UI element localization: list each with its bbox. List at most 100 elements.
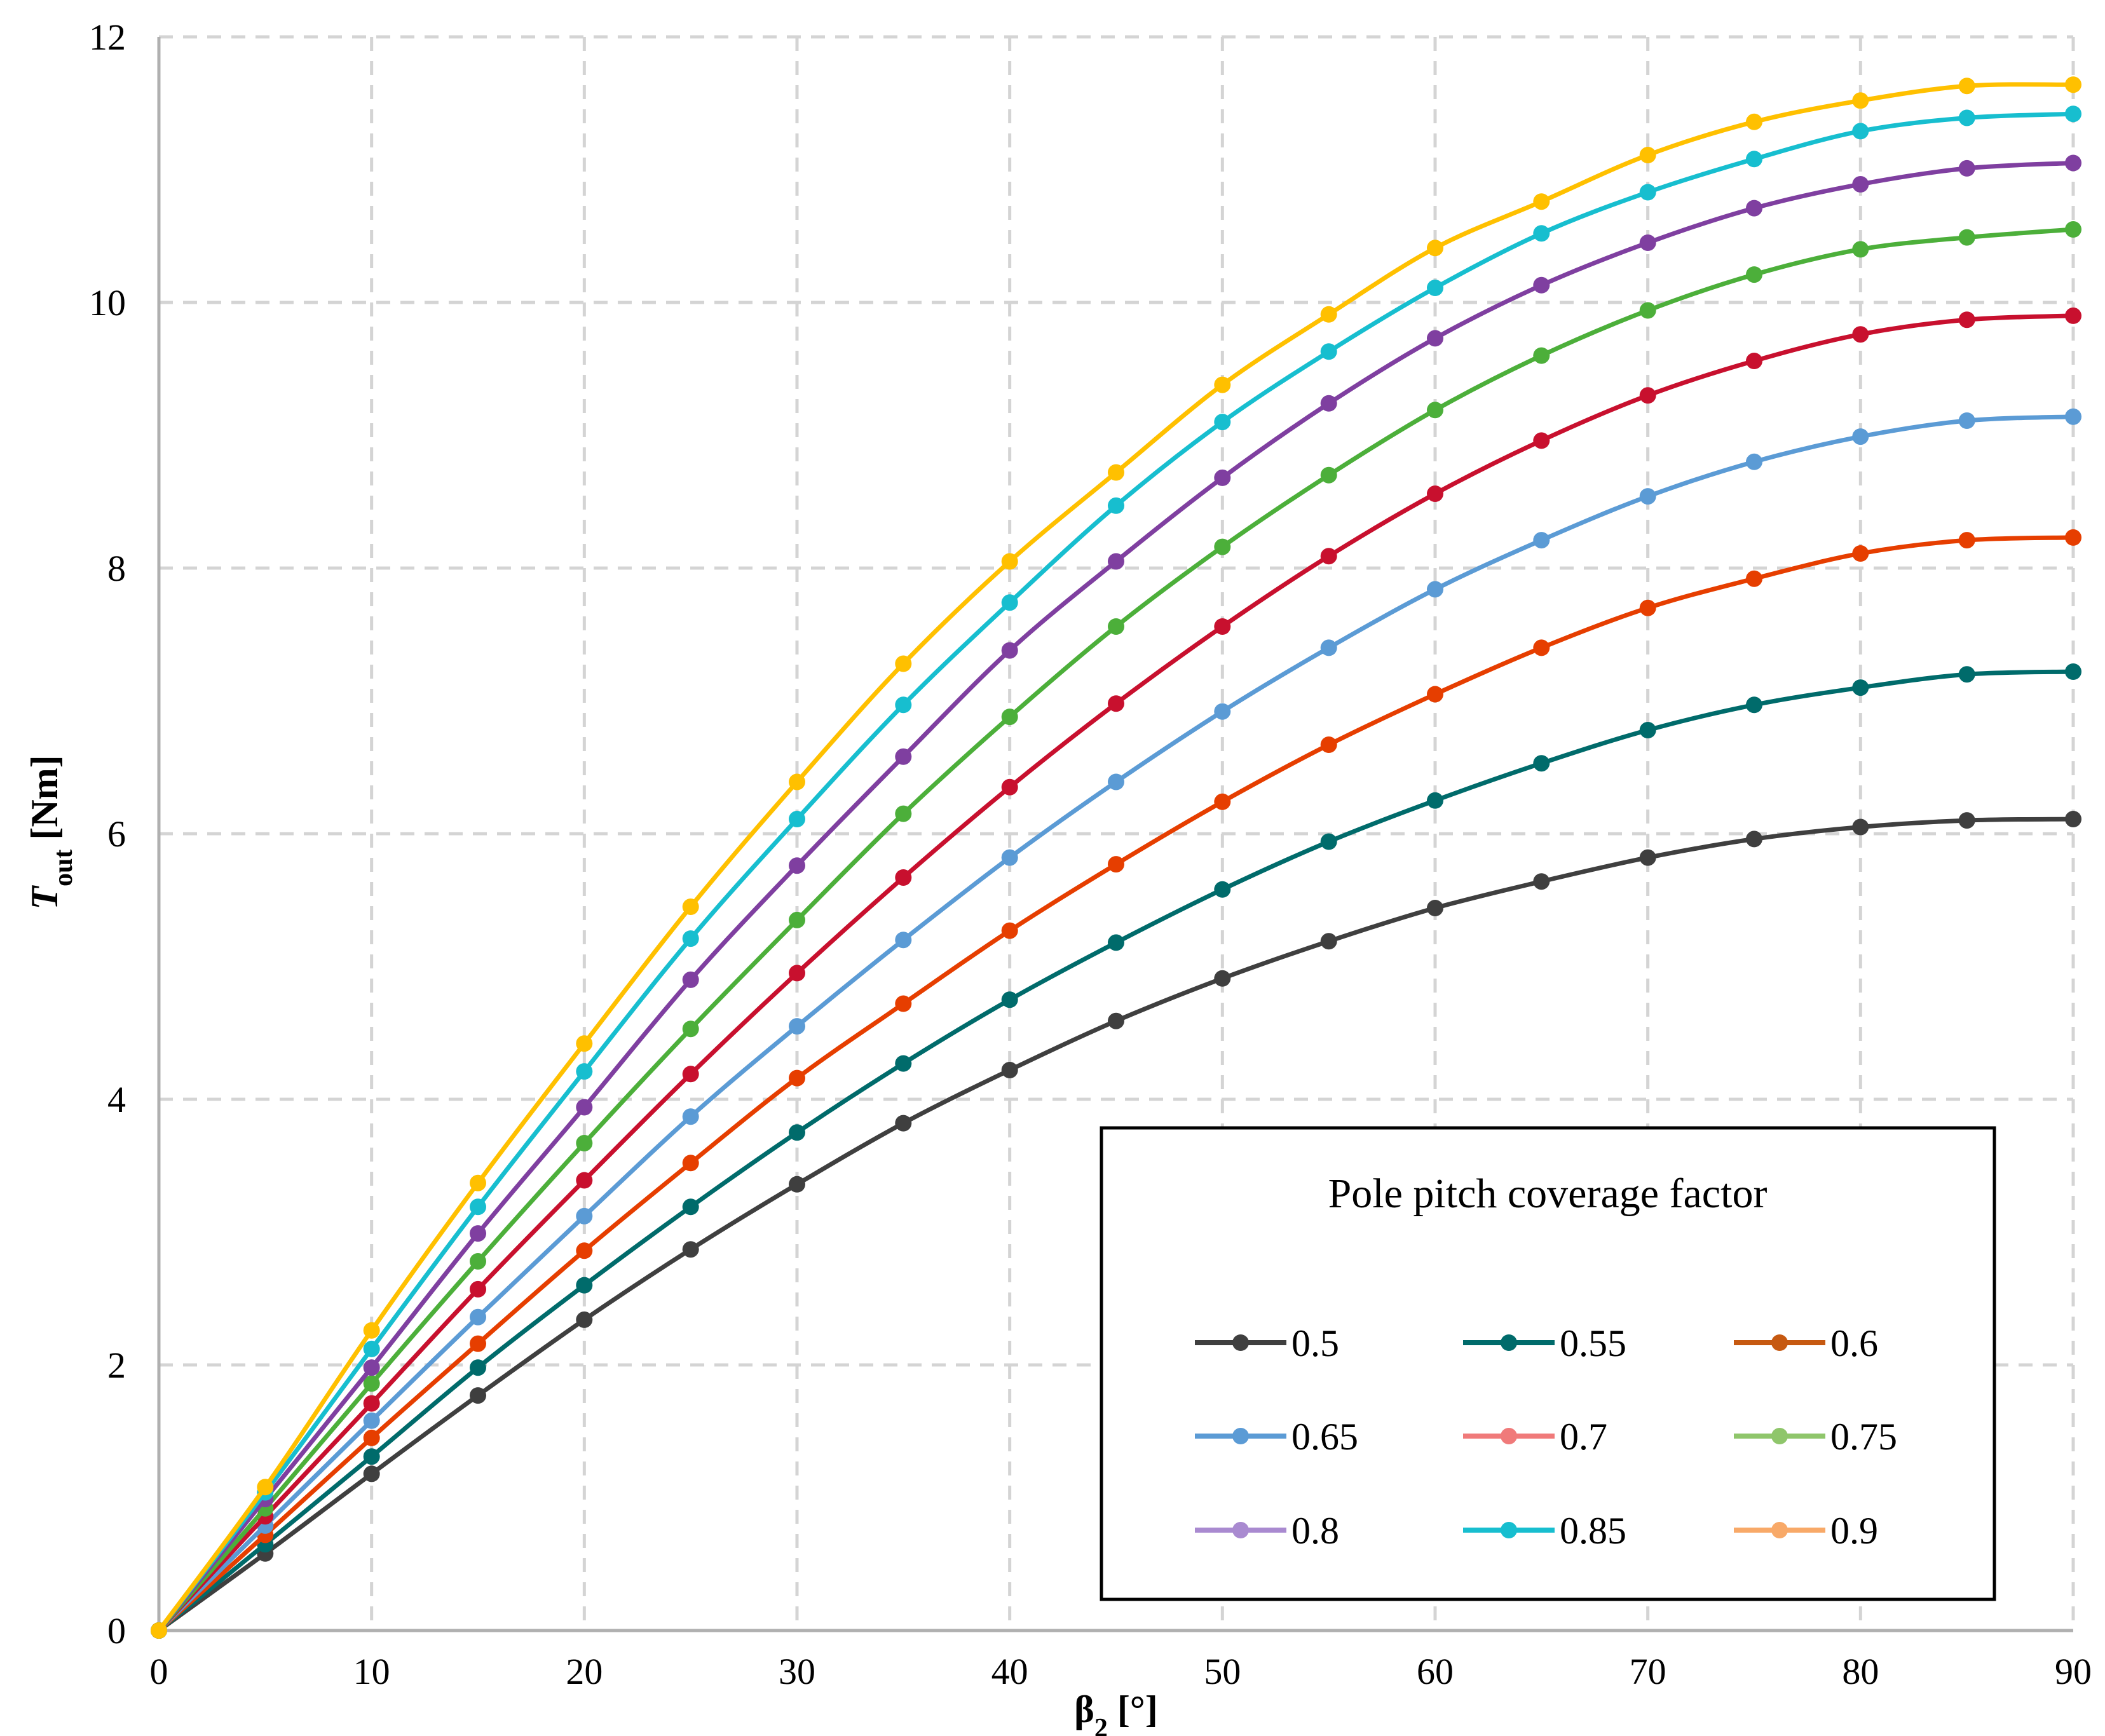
legend-item: 0.5 [1195, 1322, 1339, 1364]
data-point [1427, 402, 1443, 419]
data-point [1001, 642, 1018, 659]
data-point [1108, 934, 1124, 951]
data-point [1214, 793, 1231, 810]
x-tick-label: 70 [1630, 1651, 1666, 1692]
data-point [789, 1069, 805, 1087]
y-tick-label: 2 [107, 1345, 126, 1386]
data-point [1427, 280, 1443, 296]
data-point [1746, 113, 1762, 130]
data-point [576, 1242, 593, 1259]
data-point [576, 1277, 593, 1294]
data-point [1214, 703, 1231, 720]
data-point [1320, 466, 1337, 484]
data-point [895, 995, 912, 1012]
data-point [1427, 240, 1443, 257]
data-point [576, 1172, 593, 1189]
series-line [157, 817, 2074, 1632]
legend-title: Pole pitch coverage factor [1328, 1170, 1768, 1217]
data-point [470, 1280, 486, 1298]
series-0.8 [151, 154, 2081, 1639]
data-point [363, 1429, 380, 1446]
data-point [470, 1335, 486, 1352]
data-point [682, 1155, 699, 1172]
data-point [1108, 1012, 1124, 1029]
data-point [682, 1021, 699, 1038]
y-tick-label: 10 [89, 282, 126, 323]
data-point [1427, 686, 1443, 703]
data-point [1214, 469, 1231, 486]
data-point [470, 1308, 486, 1326]
data-point [1639, 599, 1656, 616]
data-point [1214, 538, 1231, 555]
legend-item: 0.65 [1195, 1416, 1358, 1458]
data-point [1108, 618, 1124, 635]
data-point [1852, 123, 1869, 140]
data-point [1533, 432, 1550, 449]
data-point [576, 1063, 593, 1080]
data-point [470, 1359, 486, 1376]
data-point [682, 1198, 699, 1216]
legend-label: 0.8 [1291, 1510, 1339, 1552]
data-point [1746, 831, 1762, 848]
data-point [576, 1035, 593, 1052]
data-point [576, 1207, 593, 1224]
data-point [789, 1124, 805, 1141]
data-point [1958, 812, 1975, 829]
series-line [157, 161, 2074, 1632]
data-point [1852, 241, 1869, 258]
data-point [682, 899, 699, 915]
data-point [1001, 849, 1018, 866]
data-point [2065, 105, 2081, 123]
x-tick-label: 60 [1417, 1651, 1454, 1692]
legend-swatch-marker [1771, 1428, 1788, 1444]
series-line [157, 111, 2074, 1632]
series-0.75 [151, 221, 2081, 1639]
series-0.7 [151, 307, 2081, 1639]
legend-label: 0.9 [1830, 1510, 1878, 1552]
data-point [1533, 347, 1550, 364]
legend-items: 0.5 0.55 0.6 0.65 0.7 0.75 0.8 0.85 0.9 [1195, 1322, 1897, 1552]
series-0.65 [151, 408, 2081, 1639]
x-tick-label: 20 [566, 1651, 603, 1692]
series-line [157, 82, 2074, 1632]
series-line [157, 669, 2074, 1632]
data-point [1320, 395, 1337, 412]
legend-item: 0.6 [1734, 1322, 1878, 1364]
data-point [895, 748, 912, 765]
data-point [895, 1115, 912, 1132]
legend-label: 0.55 [1560, 1322, 1626, 1364]
data-point [1639, 184, 1656, 201]
data-point [576, 1311, 593, 1328]
data-point [1639, 234, 1656, 251]
data-point [363, 1340, 380, 1357]
data-point [2065, 408, 2081, 425]
data-point [1958, 229, 1975, 246]
data-point [1001, 922, 1018, 939]
series-line [157, 313, 2074, 1632]
data-point [1639, 302, 1656, 319]
data-point [1427, 485, 1443, 502]
data-point [470, 1253, 486, 1270]
legend-swatch-marker [1232, 1334, 1249, 1351]
data-point [1214, 414, 1231, 431]
series-line [157, 414, 2074, 1632]
data-point [2065, 663, 2081, 680]
data-point [576, 1099, 593, 1116]
data-point [1958, 109, 1975, 126]
data-point [1639, 722, 1656, 738]
data-point [1533, 225, 1550, 242]
data-point [2065, 221, 2081, 238]
data-point [1108, 553, 1124, 570]
legend-label: 0.85 [1560, 1510, 1626, 1552]
data-point [1639, 488, 1656, 505]
legend-item: 0.9 [1734, 1510, 1878, 1552]
legend-swatch-marker [1771, 1334, 1788, 1351]
data-point [1958, 159, 1975, 177]
data-point [470, 1387, 486, 1404]
x-tick-label: 40 [991, 1651, 1028, 1692]
grid [159, 35, 2075, 1631]
data-point [789, 857, 805, 874]
data-point [1108, 497, 1124, 514]
x-tick-label: 90 [2055, 1651, 2092, 1692]
y-tick-label: 12 [89, 17, 126, 58]
